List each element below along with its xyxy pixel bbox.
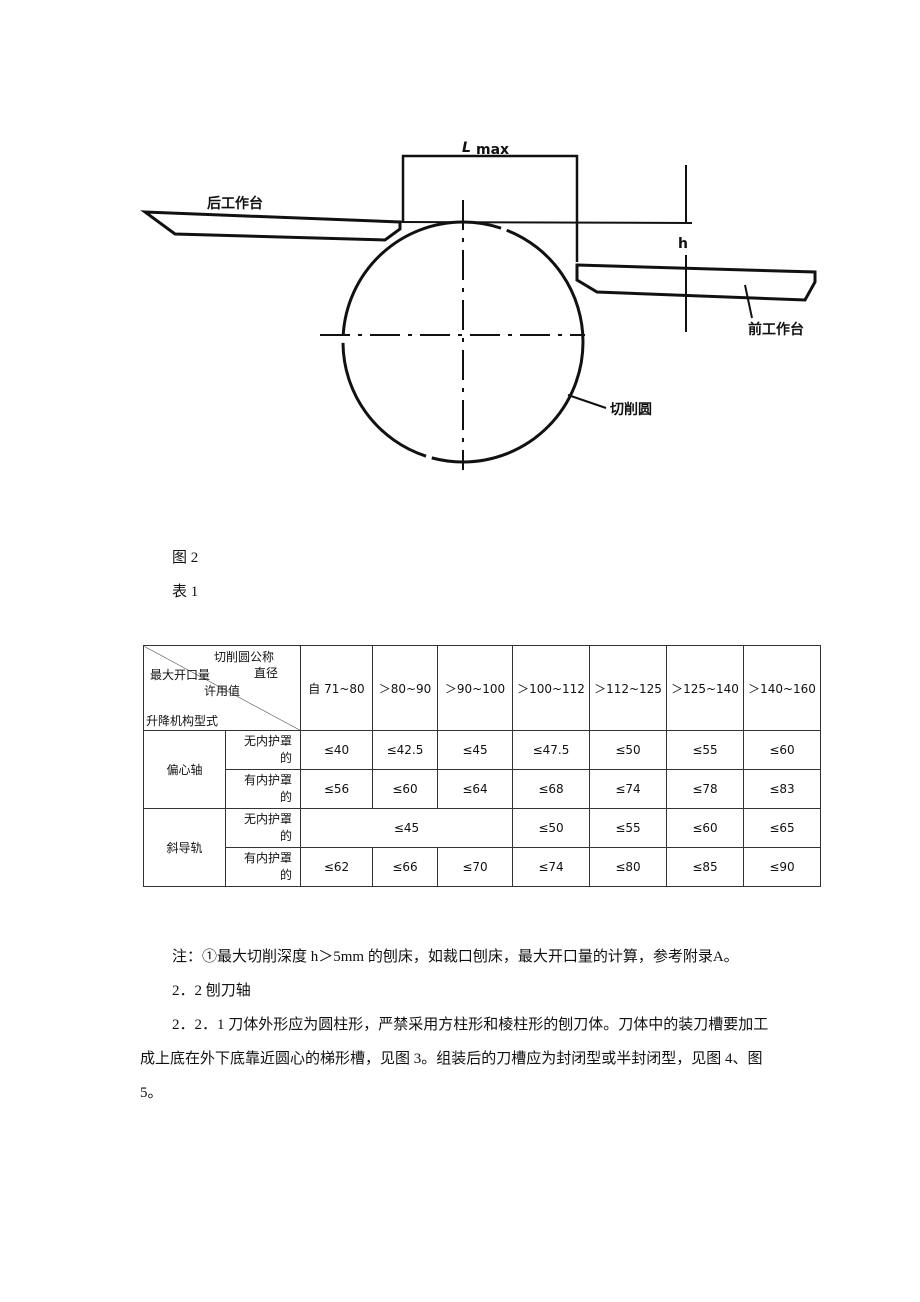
figure-caption: 图 2 (172, 550, 199, 566)
paragraph: 2．2 刨刀轴 (172, 983, 251, 999)
cutting-circle-label: 切削圆 (610, 401, 652, 418)
header-row: 切削圆公称直径 最大开口量许用值升降机构型式 自 71~80 ＞80~90 ＞90~10… (143, 645, 821, 731)
value-cell: ≤74 (589, 769, 667, 809)
value-cell: ≤60 (372, 769, 438, 809)
value-cell: ≤42.5 (372, 730, 438, 770)
value-cell: ≤68 (512, 769, 590, 809)
sub-label: 有内护罩的 (243, 851, 292, 882)
value-cell: ≤60 (666, 808, 744, 848)
corner-cell: 切削圆公称直径 最大开口量许用值升降机构型式 (143, 645, 301, 731)
h-label: h (678, 236, 688, 252)
front-table (575, 263, 817, 302)
paragraph: 2．2．1 刀体外形应为圆柱形，严禁采用方柱形和棱柱形的刨刀体。刀体中的装刀槽要… (140, 1017, 769, 1101)
leader (744, 284, 753, 319)
value-cell: ≤50 (589, 730, 667, 770)
value-cell: ≤55 (666, 730, 744, 770)
corner-label: 切削圆公称 (214, 650, 275, 664)
value-cell: ≤40 (300, 730, 373, 770)
rear-table (140, 210, 402, 242)
body-row: 斜导轨 无内护罩的 ≤45 ≤50 ≤55 ≤60 ≤65 (143, 808, 821, 887)
sub-label: 无内护罩的 (243, 734, 292, 765)
corner-label: 升降机构型式 (146, 714, 219, 728)
value-cell: ≤90 (743, 847, 821, 887)
value-cell: ≤55 (589, 808, 667, 848)
group-label: 斜导轨 (143, 808, 226, 887)
value-cell: ≤45 (300, 808, 513, 848)
value-cell: ≤47.5 (512, 730, 590, 770)
column-header: ＞140~160 (743, 645, 821, 731)
figure: L max 后工作台 前工作台 切削圆 h (140, 140, 817, 470)
value-cell: ≤80 (589, 847, 667, 887)
leader (567, 394, 607, 409)
column-header: ＞112~125 (589, 645, 667, 731)
value-cell: ≤62 (300, 847, 373, 887)
value-cell: ≤50 (512, 808, 590, 848)
sub-label: 无内护罩的 (243, 812, 292, 843)
value-cell: ≤83 (743, 769, 821, 809)
sub-label: 有内护罩的 (243, 773, 292, 804)
rear-table-label: 后工作台 (207, 195, 263, 212)
paragraph: 注：①最大切削深度 h＞5mm 的刨床，如裁口刨床，最大开口量的计算，参考附录A… (172, 949, 739, 965)
column-header: ＞80~90 (372, 645, 438, 731)
value-cell: ≤70 (437, 847, 513, 887)
sub-label-cell: 有内护罩的 (225, 847, 301, 887)
value-cell: ≤56 (300, 769, 373, 809)
corner-label: 直径 (254, 666, 279, 680)
value-cell: ≤74 (512, 847, 590, 887)
lmax-label: L (462, 140, 471, 156)
sub-label-cell: 无内护罩的 (225, 808, 301, 848)
lmax-bracket (401, 154, 579, 262)
sub-label-cell: 有内护罩的 (225, 769, 301, 809)
table: 切削圆公称直径 最大开口量许用值升降机构型式 自 71~80 ＞80~90 ＞90~10… (143, 645, 821, 887)
body-row: 有内护罩的 ≤62 ≤66 ≤70 ≤74 ≤80 ≤85 ≤90 (144, 847, 821, 887)
value-cell: ≤45 (437, 730, 513, 770)
value-cell: ≤60 (743, 730, 821, 770)
body-row: 有内护罩的 ≤56 ≤60 ≤64 ≤68 ≤74 ≤78 ≤83 (144, 769, 821, 809)
table-caption: 表 1 (172, 584, 199, 600)
column-header: ＞100~112 (512, 645, 590, 731)
value-cell: ≤65 (743, 808, 821, 848)
value-cell: ≤85 (666, 847, 744, 887)
sub-label-cell: 无内护罩的 (225, 730, 301, 770)
value-cell: ≤64 (437, 769, 513, 809)
group-label: 偏心轴 (143, 730, 226, 809)
value-cell: ≤78 (666, 769, 744, 809)
value-cell: ≤66 (372, 847, 438, 887)
column-header: ＞90~100 (437, 645, 513, 731)
corner-label: 最大开口量 (150, 668, 211, 682)
corner-label: 许用值 (204, 684, 241, 698)
lmax-sub: max (476, 142, 509, 158)
front-table-label: 前工作台 (748, 321, 804, 338)
column-header: 自 71~80 (300, 645, 373, 731)
body-row: 偏心轴 无内护罩的 ≤40 ≤42.5 ≤45 ≤47.5 ≤50 ≤55 ≤60 (143, 730, 821, 809)
column-header: ＞125~140 (666, 645, 744, 731)
notes: 注：①最大切削深度 h＞5mm 的刨床，如裁口刨床，最大开口量的计算，参考附录A… (140, 940, 780, 1110)
